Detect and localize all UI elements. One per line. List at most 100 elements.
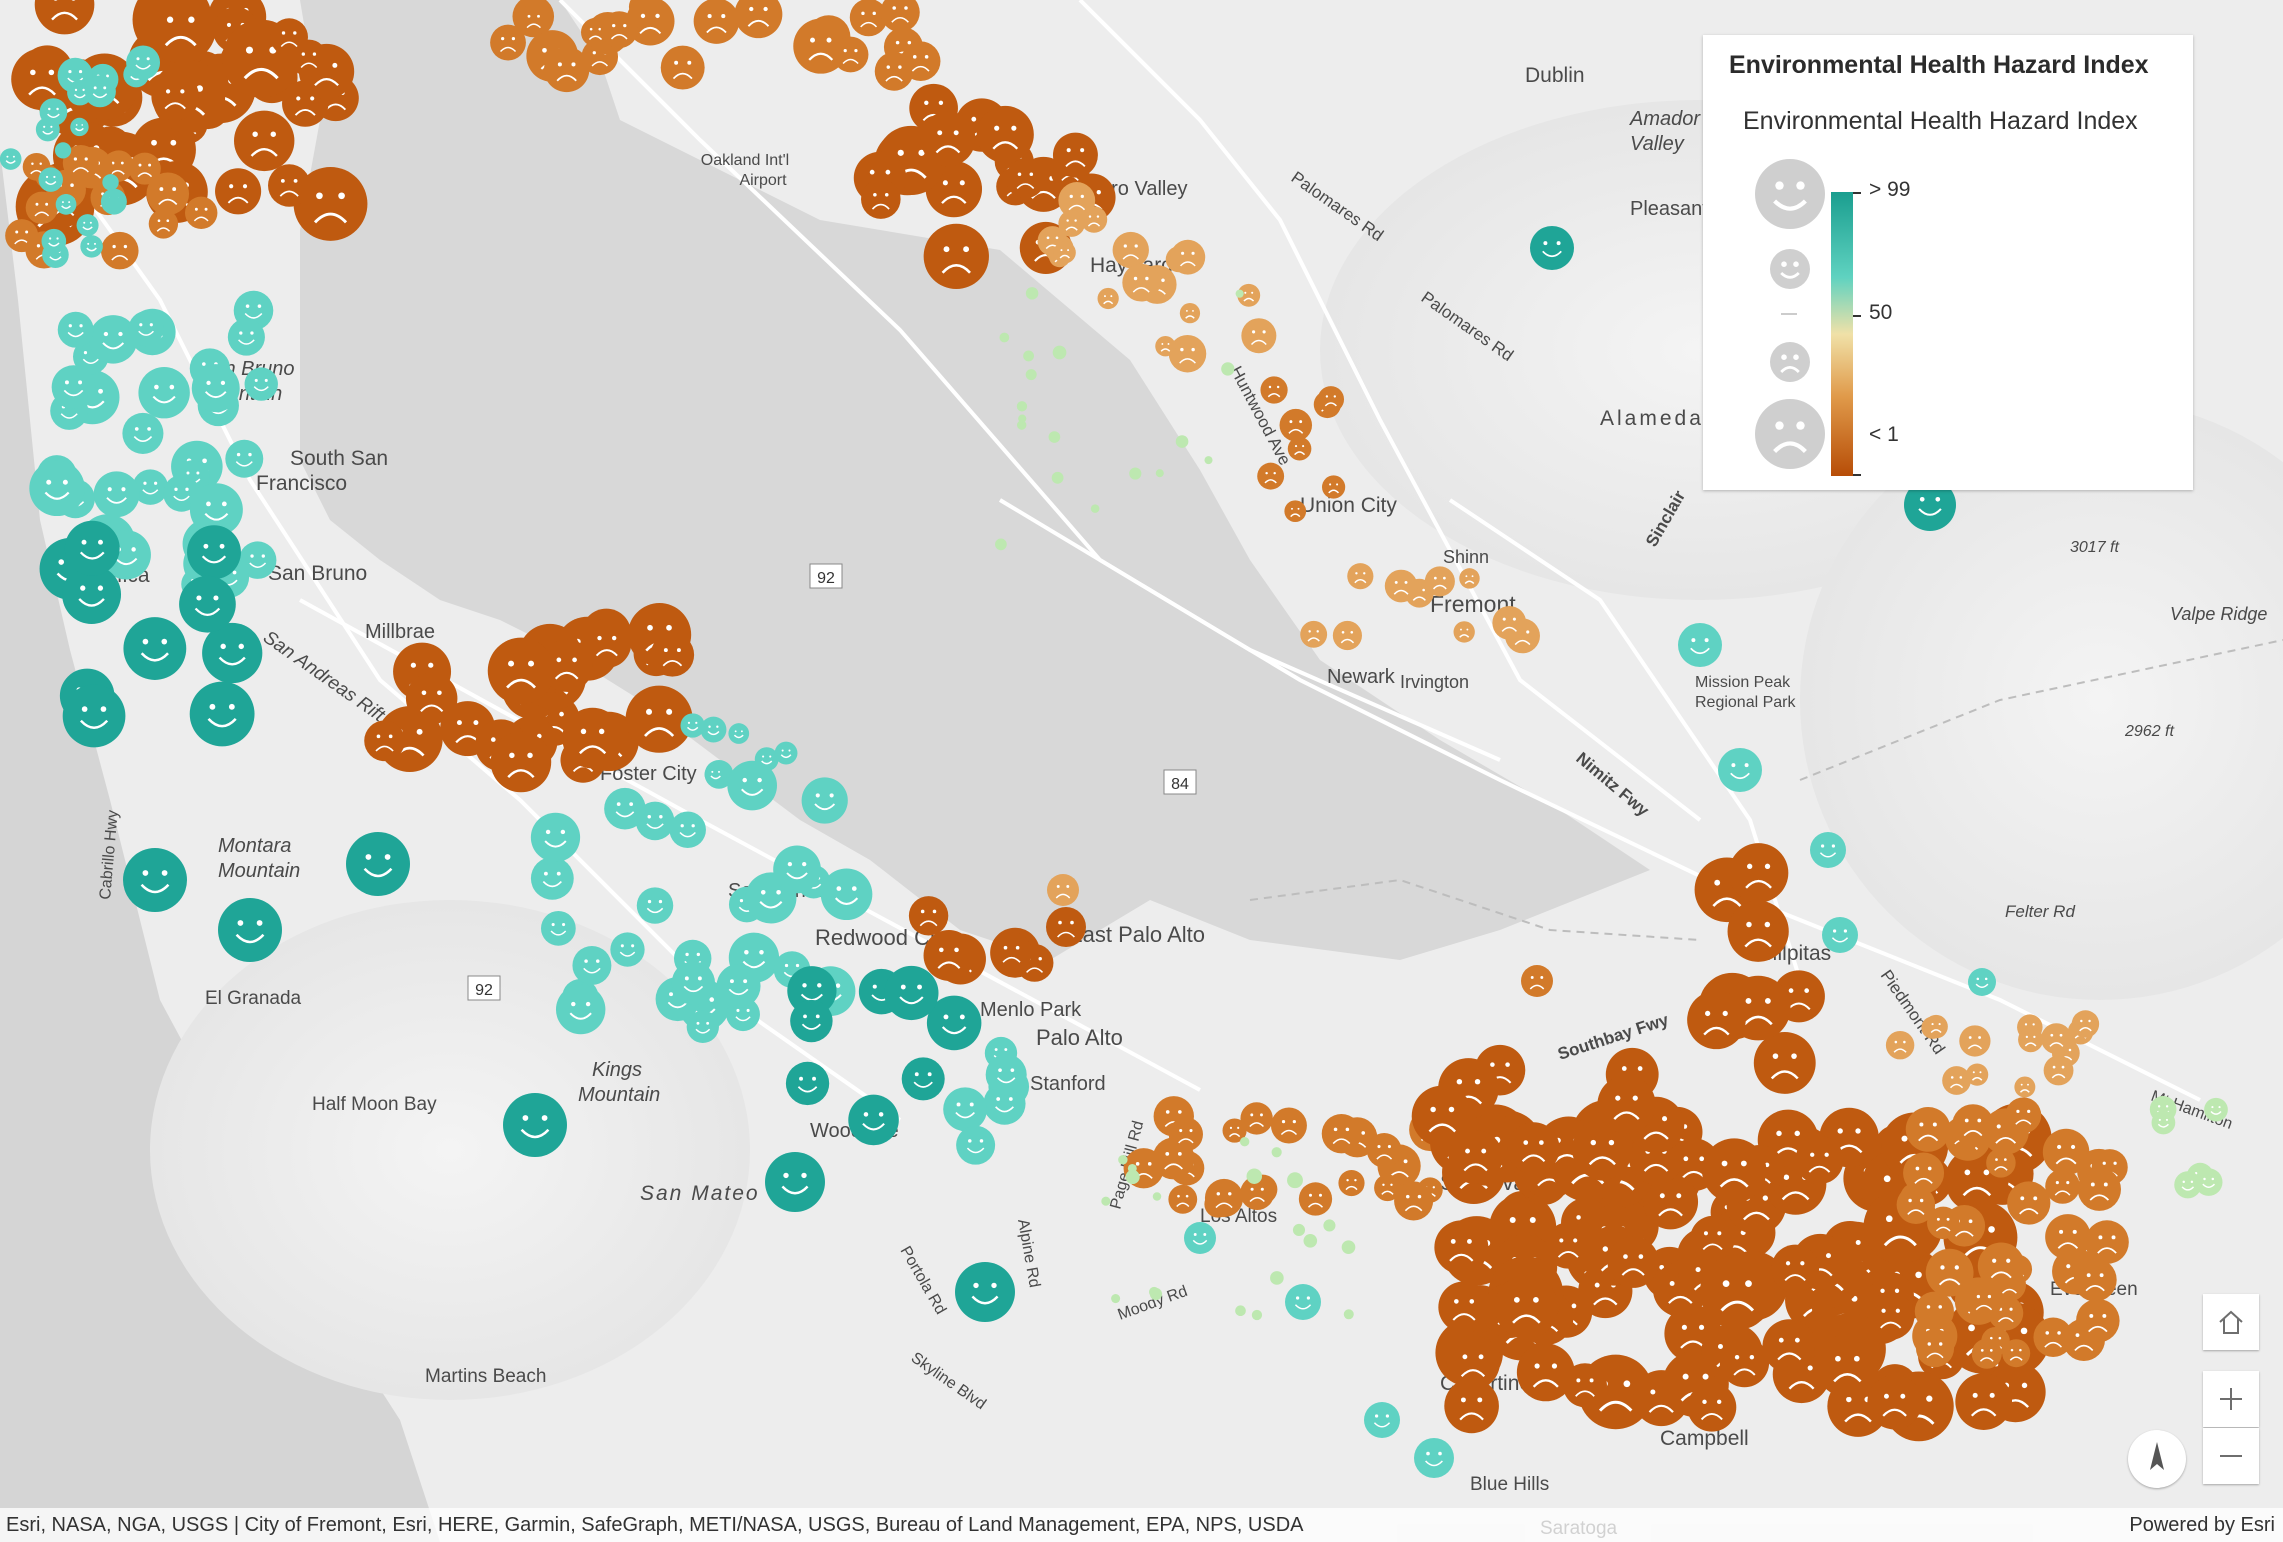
sad-face-marker[interactable]: [1332, 620, 1362, 651]
sad-face-marker[interactable]: [1771, 1244, 1820, 1293]
happy-face-marker[interactable]: [67, 80, 93, 106]
sad-face-marker[interactable]: [1374, 1174, 1401, 1202]
zoom-out-button[interactable]: [2203, 1428, 2259, 1484]
happy-face-marker[interactable]: [669, 811, 706, 849]
sad-face-marker[interactable]: [1643, 1174, 1699, 1230]
sad-face-marker[interactable]: [2014, 1076, 2036, 1098]
sad-face-marker[interactable]: [1690, 1215, 1735, 1261]
happy-face-marker[interactable]: [1968, 968, 1996, 996]
sad-face-marker[interactable]: [1155, 335, 1176, 357]
happy-face-marker[interactable]: [1016, 420, 1027, 430]
happy-face-marker[interactable]: [179, 575, 236, 633]
sad-face-marker[interactable]: [2002, 1339, 2031, 1368]
happy-face-marker[interactable]: [790, 999, 833, 1043]
sad-face-marker[interactable]: [880, 0, 920, 33]
sad-face-marker[interactable]: [1446, 1335, 1500, 1390]
happy-face-marker[interactable]: [41, 228, 67, 254]
sad-face-marker[interactable]: [2043, 1055, 2074, 1086]
sad-face-marker[interactable]: [1047, 874, 1079, 906]
sad-face-marker[interactable]: [693, 0, 740, 44]
sad-face-marker[interactable]: [215, 168, 262, 215]
sad-face-marker[interactable]: [1521, 965, 1553, 997]
happy-face-marker[interactable]: [122, 412, 164, 454]
happy-face-marker[interactable]: [1271, 1147, 1282, 1158]
sad-face-marker[interactable]: [1080, 206, 1108, 233]
sad-face-marker[interactable]: [1112, 231, 1149, 269]
happy-face-marker[interactable]: [1025, 287, 1039, 300]
happy-face-marker[interactable]: [76, 214, 99, 237]
happy-face-marker[interactable]: [716, 964, 761, 1009]
happy-face-marker[interactable]: [985, 1054, 1027, 1096]
sad-face-marker[interactable]: [1727, 900, 1789, 962]
happy-face-marker[interactable]: [1270, 1271, 1284, 1285]
happy-face-marker[interactable]: [728, 723, 750, 744]
happy-face-marker[interactable]: [187, 525, 241, 580]
sad-face-marker[interactable]: [1719, 1337, 1770, 1388]
sad-face-marker[interactable]: [2071, 1010, 2100, 1038]
happy-face-marker[interactable]: [1052, 345, 1067, 360]
happy-face-marker[interactable]: [700, 716, 727, 743]
sad-face-marker[interactable]: [1959, 1025, 1991, 1057]
sad-face-marker[interactable]: [1507, 1122, 1560, 1175]
sad-face-marker[interactable]: [1459, 568, 1480, 589]
happy-face-marker[interactable]: [2204, 1097, 2228, 1122]
happy-face-marker[interactable]: [901, 1057, 945, 1101]
sad-face-marker[interactable]: [1438, 1281, 1490, 1333]
happy-face-marker[interactable]: [1364, 1402, 1400, 1438]
sad-face-marker[interactable]: [734, 0, 783, 39]
sad-face-marker[interactable]: [1237, 283, 1261, 307]
happy-face-marker[interactable]: [604, 787, 646, 830]
sad-face-marker[interactable]: [1448, 1130, 1503, 1184]
happy-face-marker[interactable]: [189, 483, 243, 537]
happy-face-marker[interactable]: [38, 167, 63, 192]
sad-face-marker[interactable]: [1394, 1181, 1434, 1221]
happy-face-marker[interactable]: [126, 45, 161, 80]
sad-face-marker[interactable]: [1300, 620, 1328, 648]
sad-face-marker[interactable]: [1168, 1117, 1203, 1152]
happy-face-marker[interactable]: [943, 1087, 988, 1132]
happy-face-marker[interactable]: [1718, 748, 1762, 792]
sad-face-marker[interactable]: [1903, 1152, 1945, 1194]
sad-face-marker[interactable]: [1338, 1169, 1365, 1197]
sad-face-marker[interactable]: [2018, 1027, 2044, 1053]
sad-face-marker[interactable]: [1924, 1014, 1948, 1039]
sad-face-marker[interactable]: [540, 639, 593, 692]
sad-face-marker[interactable]: [1952, 1104, 1994, 1147]
happy-face-marker[interactable]: [238, 541, 277, 579]
happy-face-marker[interactable]: [102, 174, 119, 191]
sad-face-marker[interactable]: [1966, 1063, 1989, 1086]
sad-face-marker[interactable]: [1240, 1102, 1273, 1135]
sad-face-marker[interactable]: [1896, 1185, 1936, 1225]
sad-face-marker[interactable]: [1545, 1222, 1592, 1269]
sad-face-marker[interactable]: [1905, 1106, 1951, 1152]
sad-face-marker[interactable]: [11, 48, 73, 111]
happy-face-marker[interactable]: [1023, 350, 1035, 362]
sad-face-marker[interactable]: [1753, 1032, 1816, 1094]
happy-face-marker[interactable]: [820, 868, 873, 921]
sad-face-marker[interactable]: [148, 209, 179, 239]
sad-face-marker[interactable]: [128, 152, 161, 185]
happy-face-marker[interactable]: [785, 1061, 830, 1106]
sad-face-marker[interactable]: [849, 0, 888, 37]
happy-face-marker[interactable]: [55, 194, 77, 215]
sad-face-marker[interactable]: [270, 18, 308, 56]
happy-face-marker[interactable]: [2151, 1110, 2176, 1135]
happy-face-marker[interactable]: [1678, 623, 1722, 667]
sad-face-marker[interactable]: [1925, 1248, 1974, 1297]
sad-face-marker[interactable]: [1971, 1338, 2002, 1369]
happy-face-marker[interactable]: [765, 1152, 825, 1212]
sad-face-marker[interactable]: [1279, 408, 1313, 442]
compass-button[interactable]: [2128, 1430, 2186, 1488]
powered-by-esri[interactable]: Powered by Esri: [2129, 1514, 2275, 1536]
happy-face-marker[interactable]: [1530, 226, 1574, 270]
sad-face-marker[interactable]: [1168, 1184, 1198, 1214]
sad-face-marker[interactable]: [184, 196, 218, 230]
sad-face-marker[interactable]: [1955, 1373, 2013, 1430]
sad-face-marker[interactable]: [1762, 1319, 1817, 1373]
sad-face-marker[interactable]: [1815, 1334, 1879, 1398]
happy-face-marker[interactable]: [1111, 1294, 1121, 1304]
sad-face-marker[interactable]: [2007, 1181, 2051, 1225]
happy-face-marker[interactable]: [774, 741, 798, 765]
happy-face-marker[interactable]: [1184, 1222, 1216, 1254]
happy-face-marker[interactable]: [955, 1262, 1015, 1322]
